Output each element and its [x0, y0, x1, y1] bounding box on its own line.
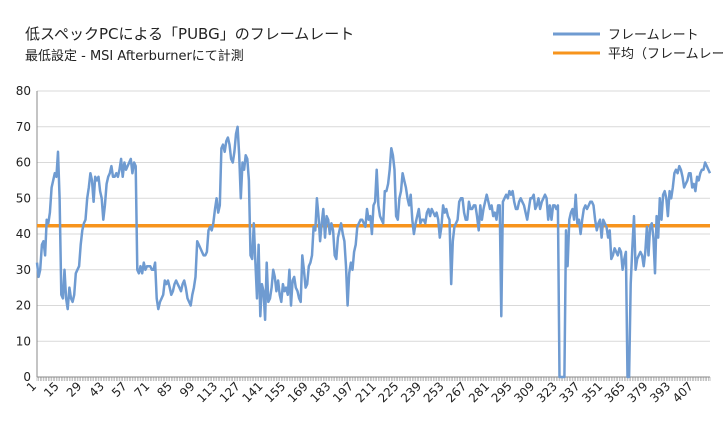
x-tick-label: 57	[109, 379, 130, 400]
x-tick-label: 337	[557, 379, 583, 405]
x-tick-label: 183	[307, 379, 333, 405]
y-tick-label: 0	[23, 370, 31, 384]
x-tick-label: 141	[240, 379, 266, 405]
gridlines	[37, 90, 710, 378]
x-tick-label: 295	[489, 379, 515, 405]
y-tick-label: 10	[16, 334, 31, 348]
x-tick-label: 323	[534, 379, 560, 405]
y-tick-label: 70	[16, 120, 31, 134]
x-tick-label: 169	[285, 379, 311, 405]
axes	[36, 91, 710, 378]
x-tick-label: 15	[41, 379, 62, 400]
y-tick-label: 80	[16, 84, 31, 98]
x-tick-label: 211	[353, 379, 379, 405]
x-axis-ticks: 1 15 29 43 57 71 85 991131271411551691831972112…	[24, 377, 711, 405]
y-tick-label: 40	[16, 227, 31, 241]
x-tick-label: 85	[154, 379, 175, 400]
y-tick-label: 60	[16, 156, 31, 170]
x-tick-label: 379	[625, 379, 651, 405]
x-tick-label: 1	[24, 379, 39, 394]
x-tick-label: 281	[466, 379, 492, 405]
x-tick-label: 393	[647, 379, 673, 405]
frame-rate-series-group	[35, 125, 712, 379]
x-tick-label: 239	[398, 379, 424, 405]
y-tick-label: 20	[16, 299, 31, 313]
chart-title: 低スペックPCによる「PUBG」のフレームレート	[25, 25, 354, 43]
x-tick-label: 309	[511, 379, 537, 405]
x-tick-label: 225	[375, 379, 401, 405]
y-tick-label: 50	[16, 191, 31, 205]
y-axis-ticks: 0 10 20 30 40 50 60 70 80	[16, 84, 31, 384]
y-tick-label: 30	[16, 263, 31, 277]
x-tick-label: 43	[86, 379, 107, 400]
chart-subtitle: 最低設定 - MSI Afterburnerにて計測	[25, 48, 244, 64]
series-line-frame-rate	[35, 125, 712, 379]
x-tick-label: 29	[64, 379, 85, 400]
legend: フレームレート 平均（フレームレート）	[553, 28, 723, 62]
x-tick-label: 407	[670, 379, 696, 405]
x-tick-label: 113	[194, 379, 220, 405]
x-tick-label: 253	[421, 379, 447, 405]
x-tick-label: 365	[602, 379, 628, 405]
x-tick-label: 127	[217, 379, 243, 405]
x-tick-label: 351	[579, 379, 605, 405]
legend-label-average: 平均（フレームレート）	[608, 47, 723, 62]
x-tick-label: 197	[330, 379, 356, 405]
x-tick-label: 155	[262, 379, 288, 405]
x-tick-label: 71	[132, 379, 153, 400]
x-tick-label: 267	[443, 379, 469, 405]
legend-label-frame-rate: フレームレート	[608, 28, 699, 43]
